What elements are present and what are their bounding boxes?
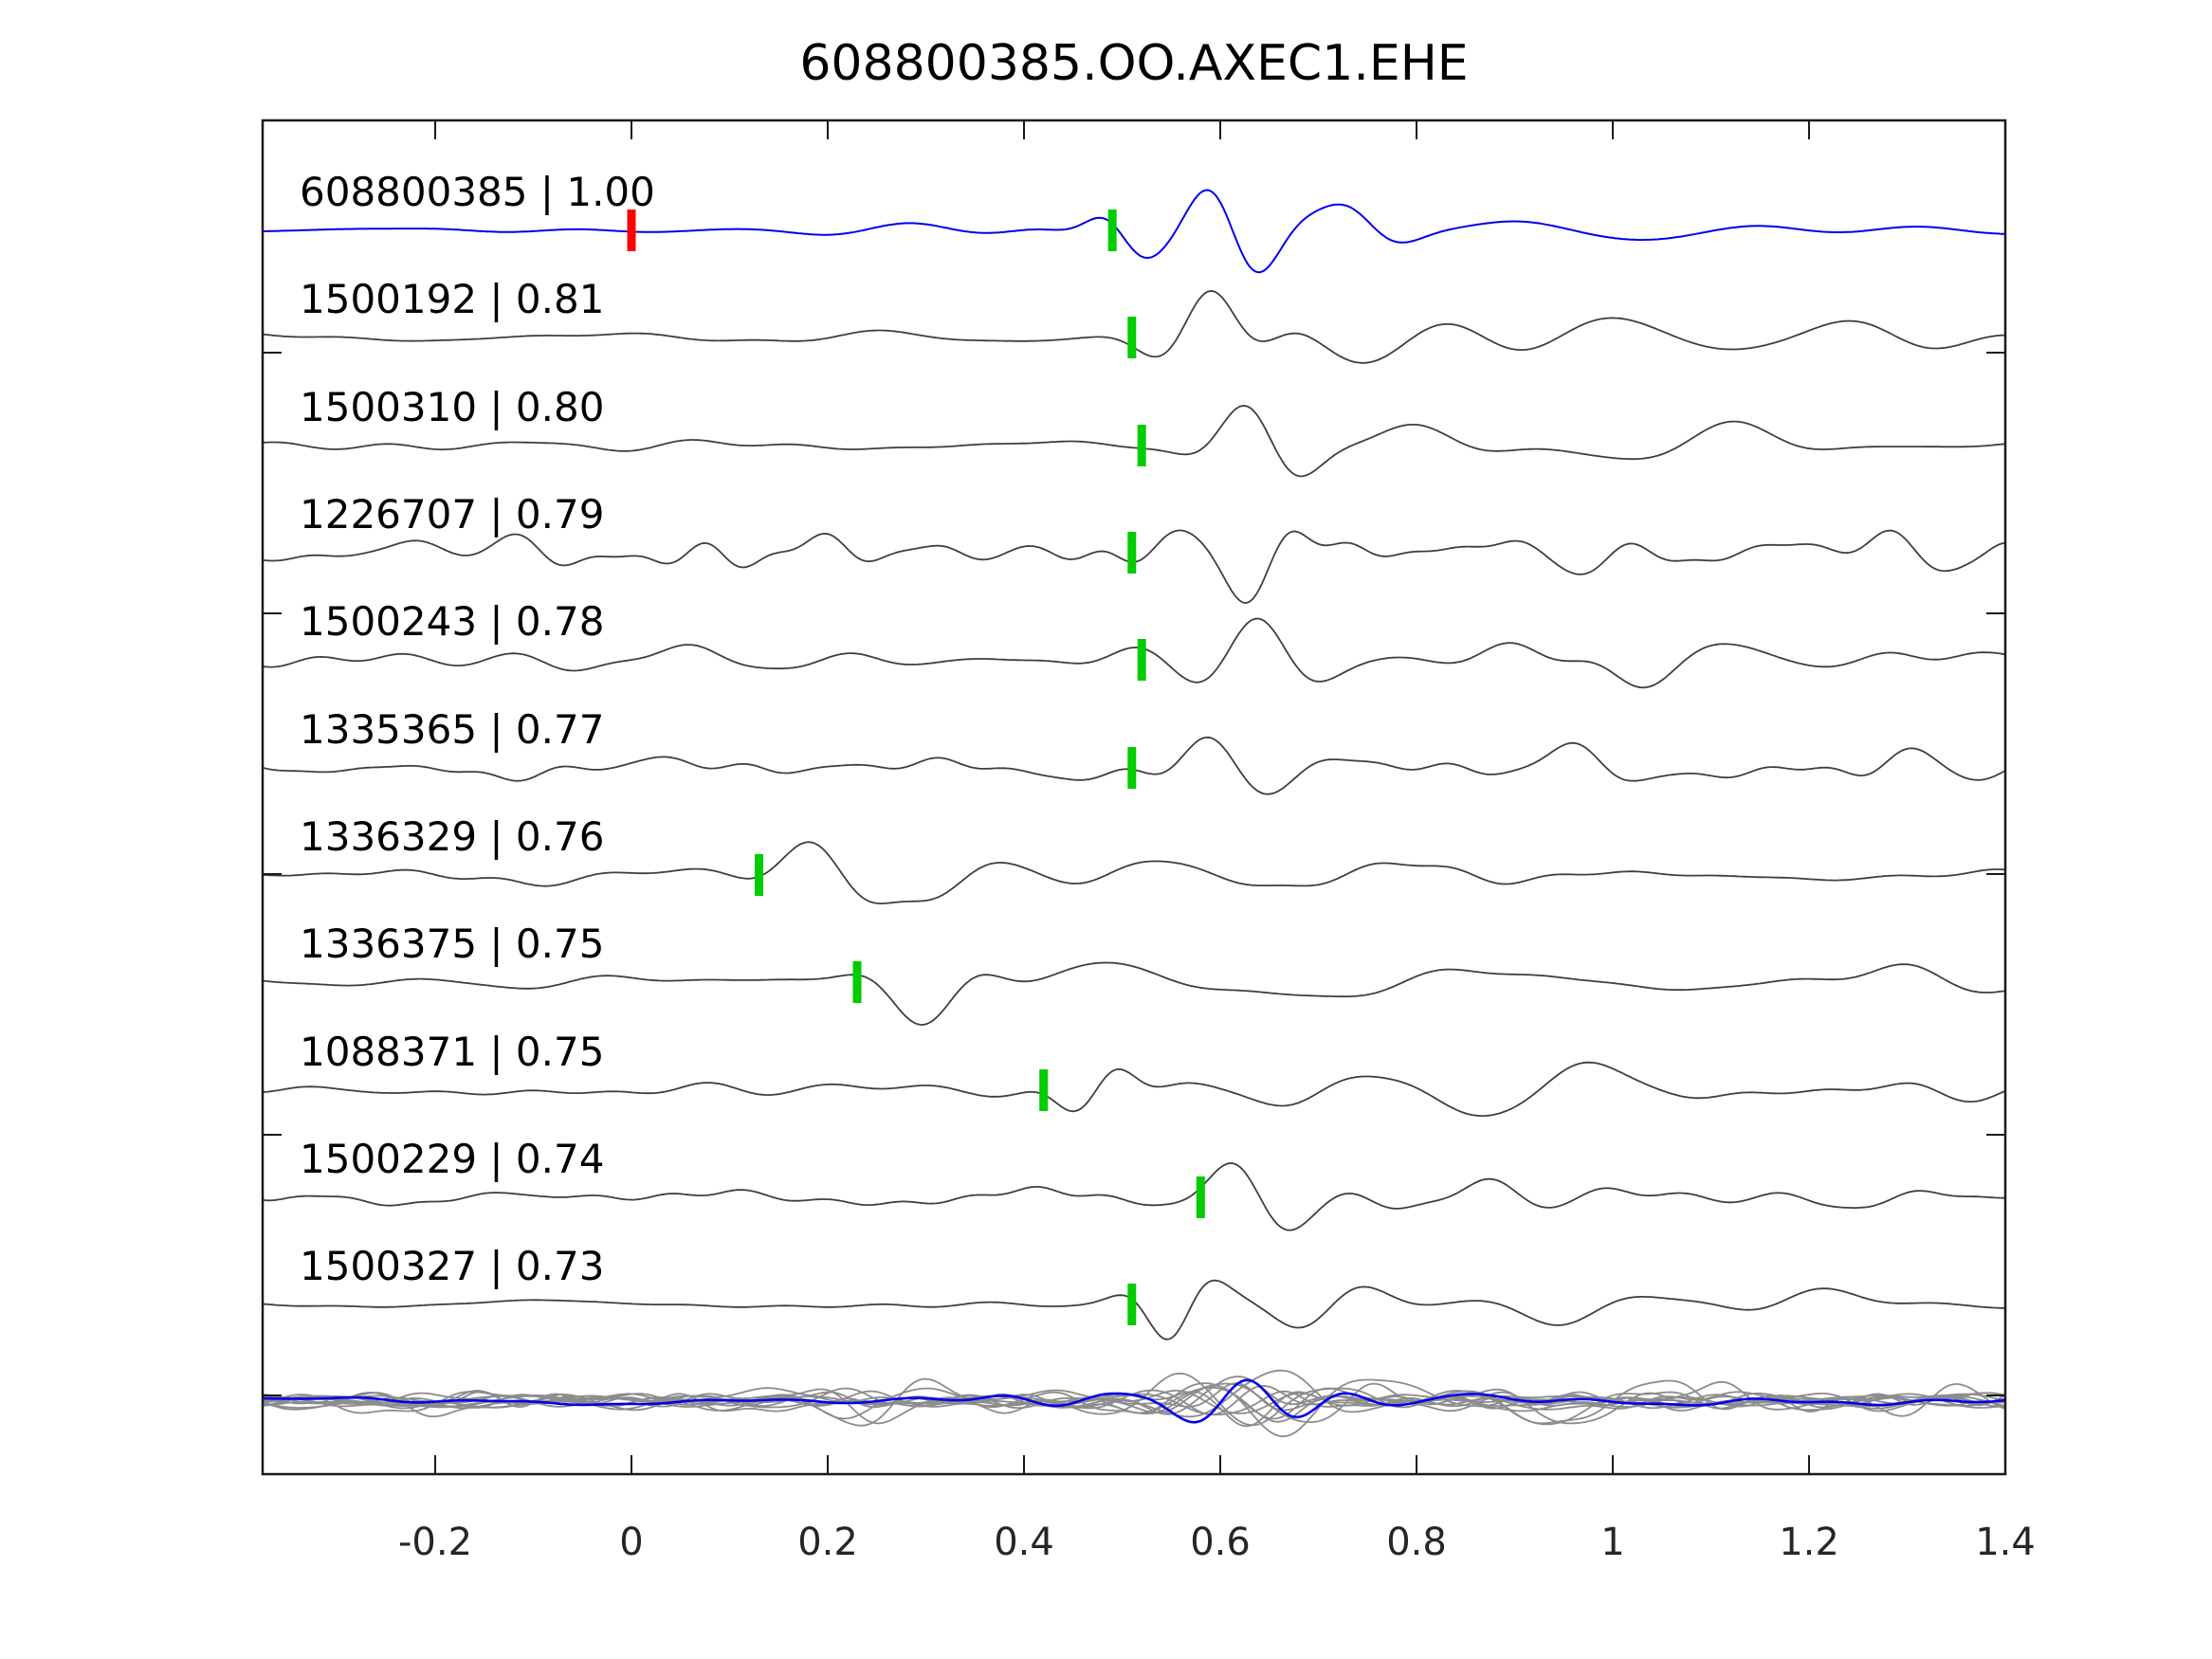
x-tick-label: 0 — [619, 1521, 643, 1564]
pick-markers-layer — [627, 210, 1205, 1325]
plot-border — [261, 118, 2007, 1476]
x-tick-label: 1.4 — [1975, 1521, 2036, 1564]
detection-waveform — [263, 961, 2005, 1026]
x-tick-label: 0.6 — [1190, 1521, 1251, 1564]
detection-waveform — [263, 841, 2005, 904]
pick-marker — [1127, 747, 1137, 789]
pick-marker — [1039, 1069, 1049, 1111]
trace-label: 1500310 | 0.80 — [300, 384, 604, 430]
overlay-template-waveform — [263, 1378, 2005, 1424]
trace-label: 1500229 | 0.74 — [300, 1136, 604, 1182]
trace-label: 1500243 | 0.78 — [300, 598, 604, 645]
trace-label: 1500327 | 0.73 — [300, 1243, 604, 1289]
trace-label: 1336375 | 0.75 — [300, 921, 604, 967]
pick-marker — [1196, 1176, 1205, 1218]
template-waveform — [263, 189, 2005, 274]
trace-label: 1336329 | 0.76 — [300, 813, 604, 860]
trace-label: 1226707 | 0.79 — [300, 491, 604, 538]
detection-waveform — [263, 1061, 2005, 1117]
template-pick-marker — [627, 210, 636, 251]
overlay-gray-waveform — [263, 1376, 2005, 1425]
detection-waveform — [263, 1162, 2005, 1231]
pick-marker — [1137, 639, 1146, 681]
traces-layer — [263, 189, 2005, 1437]
x-tick-label: 0.8 — [1386, 1521, 1447, 1564]
pick-marker — [1107, 210, 1117, 251]
x-tick-label: -0.2 — [398, 1521, 472, 1564]
pick-marker — [1127, 532, 1137, 574]
detection-waveform — [263, 617, 2005, 689]
pick-marker — [755, 854, 763, 896]
figure-title: 608800385.OO.AXEC1.EHE — [799, 35, 1468, 92]
axes-layer: -0.2 0 0.2 0.4 0.6 0.8 1 1.2 1.4 — [263, 120, 2036, 1564]
trace-label: 1500192 | 0.81 — [300, 276, 604, 322]
x-tick-label: 1 — [1600, 1521, 1624, 1564]
overlay-gray-waveform — [263, 1377, 2005, 1437]
x-tick-label: 0.2 — [797, 1521, 858, 1564]
detection-waveform — [263, 405, 2005, 478]
trace-label: 608800385 | 1.00 — [300, 169, 655, 215]
pick-marker — [1137, 425, 1146, 466]
trace-label: 1335365 | 0.77 — [300, 706, 604, 753]
x-tick-label: 1.2 — [1779, 1521, 1839, 1564]
pick-marker — [1127, 317, 1137, 358]
pick-marker — [1127, 1284, 1137, 1325]
pick-marker — [852, 961, 862, 1003]
x-tick-label: 0.4 — [994, 1521, 1054, 1564]
trace-label: 1088371 | 0.75 — [300, 1029, 604, 1075]
trace-labels-layer: 608800385 | 1.00 1500192 | 0.81 1500310 | … — [300, 169, 655, 1289]
